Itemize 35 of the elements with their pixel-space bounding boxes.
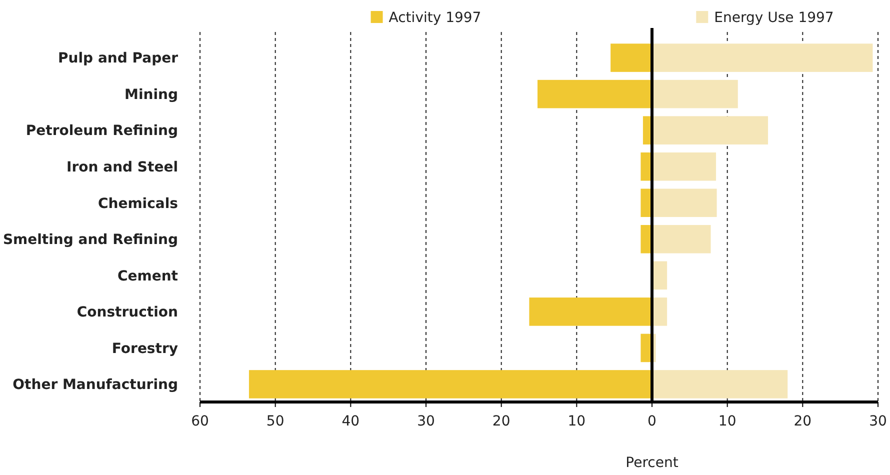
- y-tick-label: Chemicals: [98, 196, 178, 212]
- x-tick-label: 20: [794, 413, 812, 430]
- legend-label: Energy Use 1997: [714, 10, 834, 26]
- y-tick-label: Construction: [76, 304, 178, 321]
- y-tick-label: Forestry: [112, 340, 178, 357]
- x-tick-label: 30: [417, 413, 435, 430]
- bar: [537, 80, 652, 108]
- y-tick-label: Mining: [124, 86, 178, 103]
- bar: [652, 80, 738, 108]
- y-tick-label: Pulp and Paper: [58, 50, 178, 67]
- y-tick-label: Petroleum Refining: [26, 123, 178, 140]
- bar: [652, 152, 716, 181]
- bar: [652, 298, 668, 326]
- bar: [610, 44, 652, 72]
- y-tick-label: Smelting and Refining: [2, 232, 178, 248]
- x-axis-title: Percent: [626, 455, 679, 471]
- bar: [652, 370, 788, 398]
- x-tick-label: 20: [492, 413, 510, 430]
- bar: [248, 370, 652, 398]
- y-tick-label: Other Manufacturing: [12, 377, 178, 394]
- x-tick-label: 10: [718, 413, 736, 430]
- x-tick-label: 50: [266, 413, 284, 430]
- y-tick-label: Cement: [117, 268, 178, 284]
- x-tick-label: 30: [869, 413, 887, 430]
- bar: [652, 44, 873, 72]
- x-tick-label: 0: [648, 413, 656, 430]
- legend-label: Activity 1997: [388, 10, 482, 26]
- x-tick-label: 60: [191, 413, 209, 430]
- y-tick-label: Iron and Steel: [66, 159, 178, 176]
- x-tick-label: 10: [568, 413, 586, 430]
- bar: [529, 298, 652, 326]
- bar: [652, 224, 711, 254]
- x-tick-label: 40: [342, 413, 360, 430]
- bar: [652, 188, 717, 218]
- bar: [652, 116, 768, 144]
